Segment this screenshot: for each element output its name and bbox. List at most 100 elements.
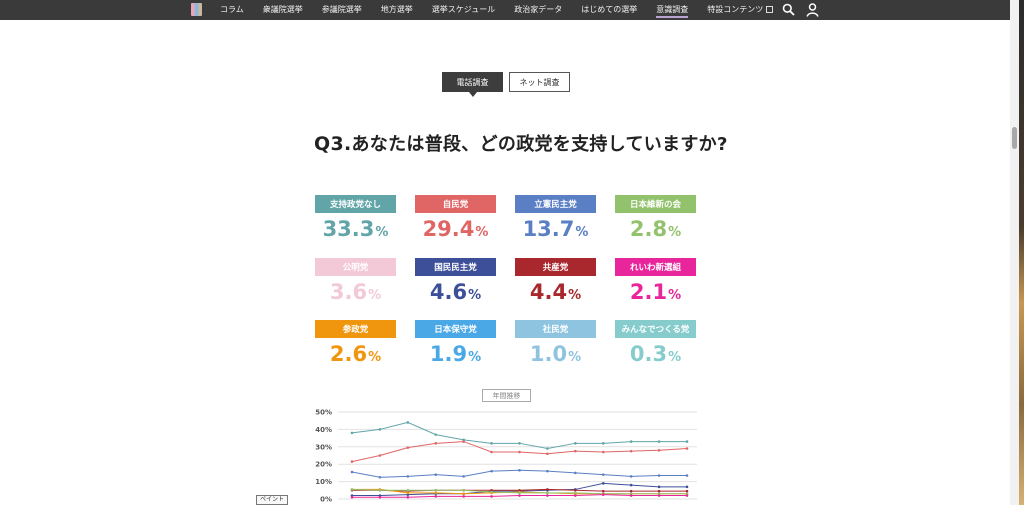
data-point[interactable] [378,495,382,499]
data-point[interactable] [574,442,577,445]
data-point[interactable] [350,470,354,474]
data-point[interactable] [490,490,493,494]
nav-item-opinion-survey[interactable]: 意識調査 [656,0,689,20]
nav-item-politician-data[interactable]: 政治家データ [514,5,563,14]
data-point[interactable] [546,452,549,456]
data-point[interactable] [657,485,661,489]
data-point[interactable] [601,442,605,445]
data-point[interactable] [657,448,661,452]
data-point[interactable] [462,492,465,496]
data-point[interactable] [406,475,410,478]
page-scrollbar[interactable] [1010,0,1019,505]
data-point[interactable] [434,473,438,476]
data-point[interactable] [629,489,633,493]
data-point[interactable] [462,489,465,492]
data-point[interactable] [518,442,521,445]
user-icon[interactable] [806,3,819,17]
trend-button[interactable]: 年間推移 [482,389,531,402]
data-point[interactable] [406,495,410,499]
data-point[interactable] [685,474,689,477]
data-point[interactable] [546,494,549,497]
data-point[interactable] [350,488,354,491]
data-point[interactable] [434,489,438,492]
data-point[interactable] [406,491,410,495]
data-point[interactable] [378,475,382,479]
data-point[interactable] [657,489,661,493]
data-point[interactable] [490,450,493,454]
party-percentage-value: 33.3 [322,217,375,241]
data-point[interactable] [378,489,382,492]
data-point[interactable] [574,449,577,453]
data-point[interactable] [546,491,549,495]
search-icon[interactable] [782,3,795,16]
data-point[interactable] [434,442,438,445]
scrollbar-thumb[interactable] [1012,127,1017,149]
data-point[interactable] [685,489,689,493]
y-tick-label: 10% [315,478,332,486]
nav-item-column[interactable]: コラム [220,5,244,14]
data-point[interactable] [657,494,661,497]
data-point[interactable] [657,474,661,477]
data-point[interactable] [518,494,521,497]
nav-item-special-content-label: 特設コンテンツ [707,5,764,14]
site-logo[interactable] [191,3,202,16]
data-point[interactable] [601,473,605,476]
party-percentage-unit: % [468,288,482,303]
nav-item-house-of-representatives[interactable]: 衆議院選挙 [262,5,303,14]
nav-item-first-election[interactable]: はじめての選挙 [581,5,638,14]
data-point[interactable] [657,440,661,443]
data-point[interactable] [462,440,465,443]
data-point[interactable] [601,493,605,496]
data-point[interactable] [685,440,689,443]
data-point[interactable] [629,440,633,443]
party-percentage-unit: % [568,288,582,303]
data-point[interactable] [490,495,493,498]
data-point[interactable] [462,495,465,498]
party-name: 日本保守党 [415,320,496,338]
nav-item-special-content[interactable]: 特設コンテンツ [707,0,774,20]
data-point[interactable] [601,482,605,485]
data-point[interactable] [434,433,438,436]
data-point[interactable] [518,450,521,454]
data-point[interactable] [574,471,577,475]
nav-item-house-of-councillors[interactable]: 参議院選挙 [321,5,362,14]
data-point[interactable] [378,454,382,457]
data-point[interactable] [406,489,410,492]
data-point[interactable] [629,475,633,478]
data-point[interactable] [462,475,465,478]
data-point[interactable] [350,460,354,463]
data-point[interactable] [518,491,521,495]
data-point[interactable] [601,450,605,454]
data-point[interactable] [406,446,410,449]
party-name: みんなでつくる党 [615,320,696,338]
data-point[interactable] [434,491,438,495]
nav-item-election-schedule[interactable]: 選挙スケジュール [431,5,496,14]
data-point[interactable] [629,494,633,497]
data-point[interactable] [546,488,549,491]
data-point[interactable] [378,428,382,431]
data-point[interactable] [574,489,577,492]
party-card: 支持政党なし 33.3% [315,195,396,245]
data-point[interactable] [574,494,577,497]
data-point[interactable] [546,469,549,473]
party-percentage-value: 4.6 [429,280,468,304]
nav-item-local-elections[interactable]: 地方選挙 [380,5,413,14]
data-point[interactable] [574,491,577,495]
data-point[interactable] [406,421,410,424]
data-point[interactable] [601,489,605,493]
data-point[interactable] [629,483,633,487]
party-percentage-value: 0.3 [629,342,668,366]
data-point[interactable] [490,442,493,445]
data-point[interactable] [629,449,633,453]
data-point[interactable] [685,485,689,489]
data-point[interactable] [434,495,438,498]
data-point[interactable] [546,447,549,450]
tab-net-survey[interactable]: ネット調査 [509,72,570,92]
data-point[interactable] [490,469,493,473]
data-point[interactable] [350,431,354,435]
data-point[interactable] [518,468,521,472]
data-point[interactable] [685,447,689,450]
data-point[interactable] [685,494,689,497]
data-point[interactable] [350,495,354,499]
tab-phone-survey[interactable]: 電話調査 [442,72,503,97]
